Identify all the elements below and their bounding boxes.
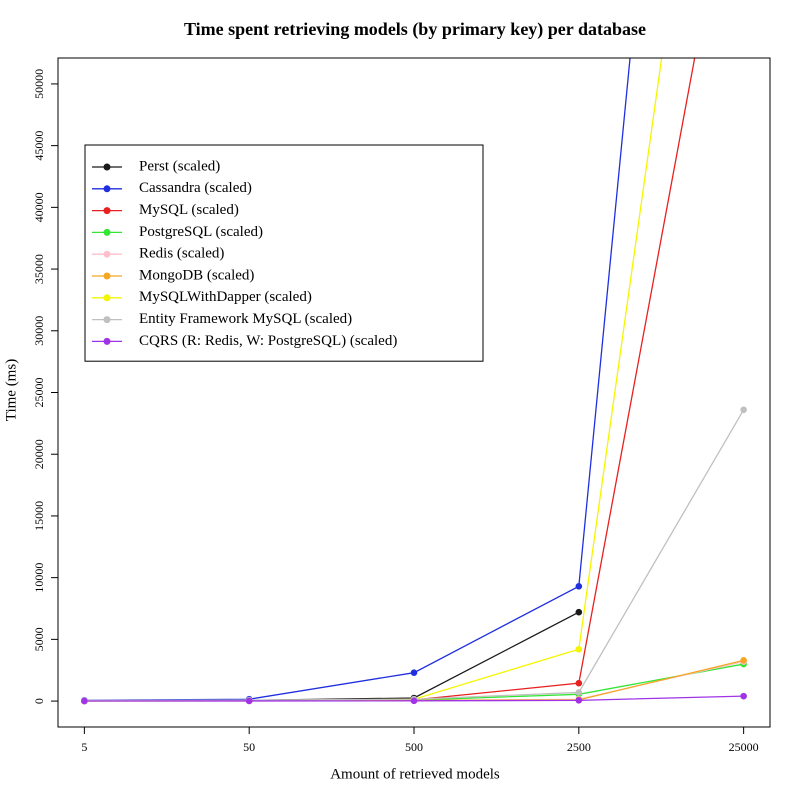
legend-marker: [103, 228, 111, 236]
data-point: [81, 697, 88, 705]
data-point: [740, 692, 747, 700]
legend-marker: [103, 337, 111, 345]
plot-area: [81, 58, 747, 705]
legend-label: Perst (scaled): [139, 158, 220, 174]
legend-label: MySQLWithDapper (scaled): [139, 289, 312, 305]
data-point: [575, 679, 583, 687]
y-axis-title: Time (ms): [3, 359, 19, 421]
legend-label: PostgreSQL (scaled): [139, 224, 263, 240]
data-point: [575, 645, 583, 653]
y-tick-label: 45000: [32, 131, 46, 161]
y-tick-label: 40000: [32, 192, 46, 222]
y-tick-label: 15000: [32, 501, 46, 531]
legend: Perst (scaled) Cassandra (scaled) MySQL (s…: [84, 144, 484, 362]
legend-marker: [103, 163, 111, 171]
y-tick-label: 25000: [32, 378, 46, 408]
legend-marker: [103, 272, 111, 280]
legend-label: CQRS (R: Redis, W: PostgreSQL) (scaled): [139, 333, 397, 349]
data-point: [410, 669, 418, 676]
x-axis-title: Amount of retrieved models: [330, 766, 500, 782]
legend-marker: [103, 250, 111, 258]
legend-label: Redis (scaled): [139, 246, 224, 262]
y-tick-label: 0: [32, 698, 46, 704]
data-point: [575, 697, 583, 704]
data-point: [575, 689, 583, 696]
data-point: [245, 697, 253, 705]
legend-label: Entity Framework MySQL (scaled): [139, 311, 352, 327]
x-tick-label: 50: [243, 740, 255, 754]
data-point: [575, 608, 583, 616]
legend-label: MySQL (scaled): [139, 202, 239, 218]
data-point: [740, 406, 747, 414]
x-tick-label: 5: [81, 740, 87, 754]
legend-marker: [103, 316, 111, 324]
x-tick-label: 25000: [729, 740, 759, 754]
y-tick-label: 35000: [32, 254, 46, 284]
y-tick-label: 10000: [32, 563, 46, 593]
y-tick-label: 30000: [32, 316, 46, 346]
data-point: [740, 657, 747, 664]
data-point: [575, 582, 583, 590]
x-tick-label: 2500: [567, 740, 591, 754]
x-tick-label: 500: [405, 740, 423, 754]
legend-marker: [103, 207, 111, 215]
legend-box: [84, 144, 484, 362]
data-point: [410, 697, 418, 705]
legend-label: Cassandra (scaled): [139, 180, 252, 196]
legend-label: MongoDB (scaled): [139, 267, 254, 283]
legend-marker: [103, 294, 111, 302]
legend-marker: [103, 185, 111, 193]
chart-title: Time spent retrieving models (by primary…: [184, 19, 646, 40]
y-tick-label: 50000: [32, 69, 46, 99]
axes: 0 5000 10000 15000 20000 25000 30000 35000 40000…: [32, 69, 759, 754]
y-tick-label: 20000: [32, 439, 46, 469]
y-tick-label: 5000: [32, 627, 46, 651]
